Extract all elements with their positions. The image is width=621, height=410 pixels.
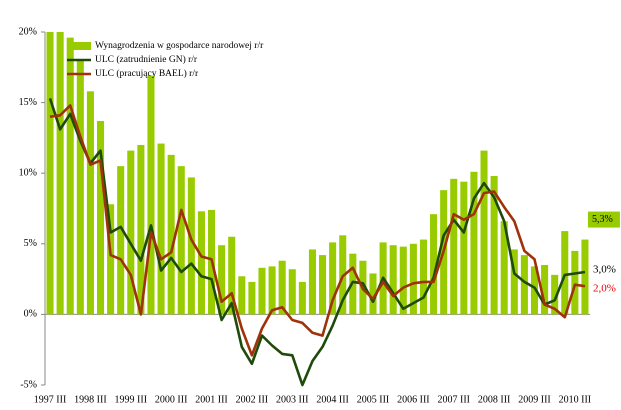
x-tick-label: 1998 III (74, 394, 107, 405)
x-tick-label: 2009 III (518, 394, 551, 405)
bar (541, 264, 549, 315)
bar (450, 178, 458, 315)
bar (571, 250, 579, 315)
x-tick-label: 2001 III (195, 394, 228, 405)
legend-label: ULC (pracujący BAEL) r/r (95, 68, 199, 79)
bar (96, 120, 105, 315)
bar (117, 166, 125, 315)
bar (187, 177, 195, 315)
x-tick-label: 1999 III (115, 394, 148, 405)
bar (107, 204, 115, 315)
y-tick-label: 15% (19, 97, 37, 108)
bar (308, 249, 316, 315)
bar (551, 274, 559, 315)
x-tick-label: 2004 III (316, 394, 349, 405)
bar (167, 154, 175, 315)
bar (561, 231, 569, 315)
bar (298, 281, 306, 315)
bar (288, 269, 296, 315)
bar (500, 221, 508, 315)
x-tick-label: 2002 III (236, 394, 269, 405)
bar (238, 276, 246, 315)
bar (56, 32, 64, 315)
bar (127, 150, 135, 315)
bar (430, 214, 438, 315)
bar (530, 266, 539, 315)
bar (278, 260, 286, 315)
value-label: 5,3% (592, 214, 613, 225)
x-tick-label: 2000 III (155, 394, 188, 405)
bar (228, 236, 236, 315)
bar (419, 239, 428, 315)
bar (470, 171, 478, 315)
bar (137, 144, 145, 315)
legend-swatch (67, 42, 91, 50)
x-tick-label: 2006 III (397, 394, 430, 405)
bar (319, 255, 327, 315)
bar (510, 249, 518, 315)
value-label: 3,0% (593, 264, 616, 276)
bar (329, 242, 337, 315)
bar (147, 75, 155, 315)
bar (46, 32, 54, 315)
x-tick-label: 2007 III (438, 394, 471, 405)
bar (520, 255, 528, 315)
y-tick-label: -5% (20, 379, 37, 390)
bar (258, 267, 266, 315)
legend-label: ULC (zatrudnienie GN) r/r (95, 54, 198, 65)
value-label: 2,0% (593, 283, 616, 295)
y-tick-label: 20% (19, 26, 37, 37)
line (48, 97, 586, 387)
x-tick-label: 2010 III (559, 394, 592, 405)
x-tick-label: 2005 III (357, 394, 390, 405)
bar (409, 243, 417, 315)
bar (268, 266, 276, 315)
bar (197, 211, 205, 315)
bar (399, 246, 407, 315)
bar (157, 143, 165, 315)
bar (581, 239, 589, 315)
legend-label: Wynagrodzenia w gospodarce narodowej r/r (95, 41, 264, 51)
y-tick-label: 5% (24, 238, 37, 249)
bar (460, 181, 468, 315)
x-tick-label: 2008 III (478, 394, 511, 405)
legend: Wynagrodzenia w gospodarce narodowej r/r… (67, 41, 264, 79)
line (49, 104, 586, 357)
bar (369, 273, 377, 315)
x-tick-label: 1997 III (34, 394, 67, 405)
bar (66, 37, 74, 315)
bar (218, 245, 226, 315)
x-tick-label: 2003 III (276, 394, 309, 405)
bar (490, 176, 498, 315)
bar (177, 166, 185, 315)
bar (248, 281, 256, 315)
value-label-box (587, 211, 620, 228)
bar (389, 245, 397, 315)
y-tick-label: 10% (19, 167, 37, 178)
bar (480, 150, 488, 315)
bar (86, 91, 94, 315)
bar (76, 60, 84, 315)
y-tick-label: 0% (24, 309, 37, 320)
